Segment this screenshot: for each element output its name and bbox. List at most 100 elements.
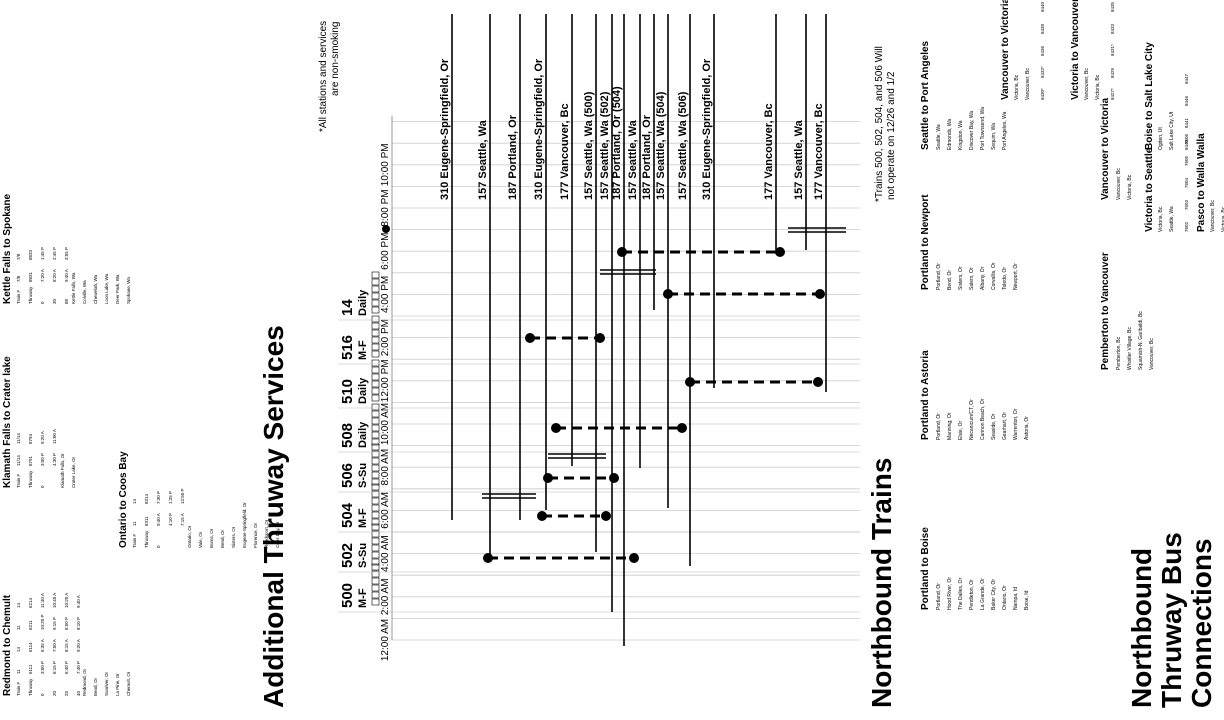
stop-name: Salt Lake City, Ut	[1169, 111, 1175, 150]
amenity-icon	[371, 530, 380, 538]
amenity-icon	[371, 299, 380, 307]
table-cell: Train #	[16, 474, 21, 488]
amenity-icon	[371, 322, 380, 330]
stop-name: Sequim, Wa	[991, 122, 997, 150]
stop-name: Pemberton, Bc	[1116, 336, 1122, 370]
stop-name: Sunriver, Or	[104, 671, 109, 696]
transfer-dot	[677, 423, 687, 433]
table-title: Boise to Salt Lake City	[1144, 42, 1155, 150]
stop-name: Baker City, Or	[991, 578, 997, 610]
time-axis-label: 6:00 PM	[380, 233, 391, 270]
table-title: Seattle to Port Angeles	[920, 40, 931, 150]
table-cell: 8446	[1184, 95, 1189, 106]
amenity-icon	[371, 387, 380, 395]
transfer-dot	[813, 377, 823, 387]
table-cell: 8433	[1110, 23, 1115, 34]
amenity-icon	[371, 523, 380, 531]
amenity-icon	[371, 598, 380, 606]
train-days: S-Su	[357, 463, 369, 488]
amenity-icon	[371, 558, 380, 566]
stop-name: Victoria, Bc	[1014, 74, 1020, 100]
transfer-dot	[775, 247, 785, 257]
amenity-icon	[371, 537, 380, 545]
table-title: Kettle Falls to Spokane	[2, 193, 13, 304]
amenity-icon	[371, 483, 380, 491]
stop-name: Vale, Or	[198, 531, 203, 548]
stop-name: Toledo, Or	[1002, 266, 1008, 290]
amenity-icon	[371, 306, 380, 314]
stop-name: Vancouver, Bc	[1149, 338, 1155, 370]
stop-name: Portland, Or	[936, 583, 942, 610]
train-days: M-F	[357, 340, 369, 360]
amenity-icon	[371, 443, 380, 451]
table-cell: 7605	[1184, 155, 1189, 166]
stop-name: Kingston, Wa	[958, 120, 964, 150]
stop-name: Discover Bay, Wa	[969, 110, 975, 150]
table-cell: 7/8	[16, 275, 21, 282]
stop-name: Burns, Or	[209, 528, 214, 548]
table-cell: 7:20 A	[40, 269, 45, 282]
stop-name: Cannon Beach, Or	[980, 398, 986, 440]
destination-label: 187 Portland, Or (504)	[611, 86, 623, 200]
train-number: 516	[339, 335, 356, 360]
time-axis-label: 8:00 AM	[380, 449, 391, 486]
stop-name: Ontario, Or	[187, 525, 192, 548]
table-cell: 7604	[1184, 177, 1189, 188]
destination-label: 157 Seattle, Wa	[627, 119, 639, 200]
table-cell: 7:30 P	[156, 490, 161, 504]
destination-label: 157 Seattle, Wa (506)	[677, 91, 689, 200]
table-cell: 9:15 P	[52, 616, 57, 630]
table-cell: 8311	[144, 516, 149, 526]
table-cell: 8441	[1184, 117, 1189, 128]
table-cell: 11	[16, 669, 21, 674]
start-dot	[382, 225, 390, 233]
table-cell: 8429	[1110, 67, 1115, 78]
stop-name: Port Townsend, Wa	[980, 106, 986, 150]
destination-label: 177 Vancouver, Bc	[559, 103, 571, 200]
time-axis-label: 2:00 PM	[380, 319, 391, 356]
transfer-dot	[483, 553, 493, 563]
stop-name: Seattle, Wa	[1169, 206, 1175, 232]
table-cell: 6214	[28, 597, 33, 608]
table-cell: 20	[52, 690, 57, 696]
train-number: 502	[339, 543, 356, 568]
transfer-dot	[537, 511, 547, 521]
table-title: Ontario to Coos Bay	[118, 451, 129, 548]
stop-name: Reedsport, Or	[264, 519, 269, 548]
table-cell: 9:40 A	[64, 269, 69, 282]
time-axis-label: 4:00 AM	[380, 535, 391, 572]
table-cell: 9:20 A	[76, 639, 81, 652]
table-cell: 8440	[1184, 139, 1189, 150]
table-cell: 9:40 A	[76, 595, 81, 608]
transfer-dot	[609, 473, 619, 483]
stop-name: Spokane, Wa	[126, 277, 131, 304]
amenity-icon	[371, 373, 380, 381]
left-schedule-table: Kettle Falls to Spokane Train # 7/8 7/8 Thru…	[0, 136, 131, 306]
table-cell: 7:50 A	[52, 639, 57, 652]
amenity-icon	[371, 478, 380, 486]
amenity-icon	[371, 292, 380, 300]
train-number: 504	[339, 502, 356, 528]
table-cell: 6211	[28, 620, 33, 630]
transfer-dot	[595, 333, 605, 343]
transfer-dot	[601, 511, 611, 521]
transfer-dot	[685, 377, 695, 387]
stop-name: Corvallis, Or	[991, 262, 997, 290]
stop-name: Seattle, Wa	[936, 124, 942, 150]
table-cell: 1:25 P	[168, 490, 173, 504]
amenity-icon	[371, 380, 380, 388]
train-number: 14	[339, 299, 356, 316]
table-cell: 11:40 A	[40, 593, 45, 608]
destination-label: 157 Seattle, Wa	[793, 119, 805, 200]
stop-name: Florence, Or	[253, 522, 258, 548]
table-cell: 7/8	[16, 253, 21, 260]
time-axis-label: 12:00 AM	[380, 619, 391, 661]
table-cell: 8:10 P	[76, 616, 81, 630]
amenity-icon	[371, 431, 380, 439]
stop-name: Vancouver, Bc	[1025, 68, 1031, 100]
table-cell: Thruway	[144, 530, 149, 548]
destination-label: 157 Seattle, Wa	[477, 119, 489, 200]
table-cell: Train #	[16, 290, 21, 304]
left-schedule-table: Ontario to Coos Bay Train # 11 14 Thruway 831…	[116, 360, 280, 550]
